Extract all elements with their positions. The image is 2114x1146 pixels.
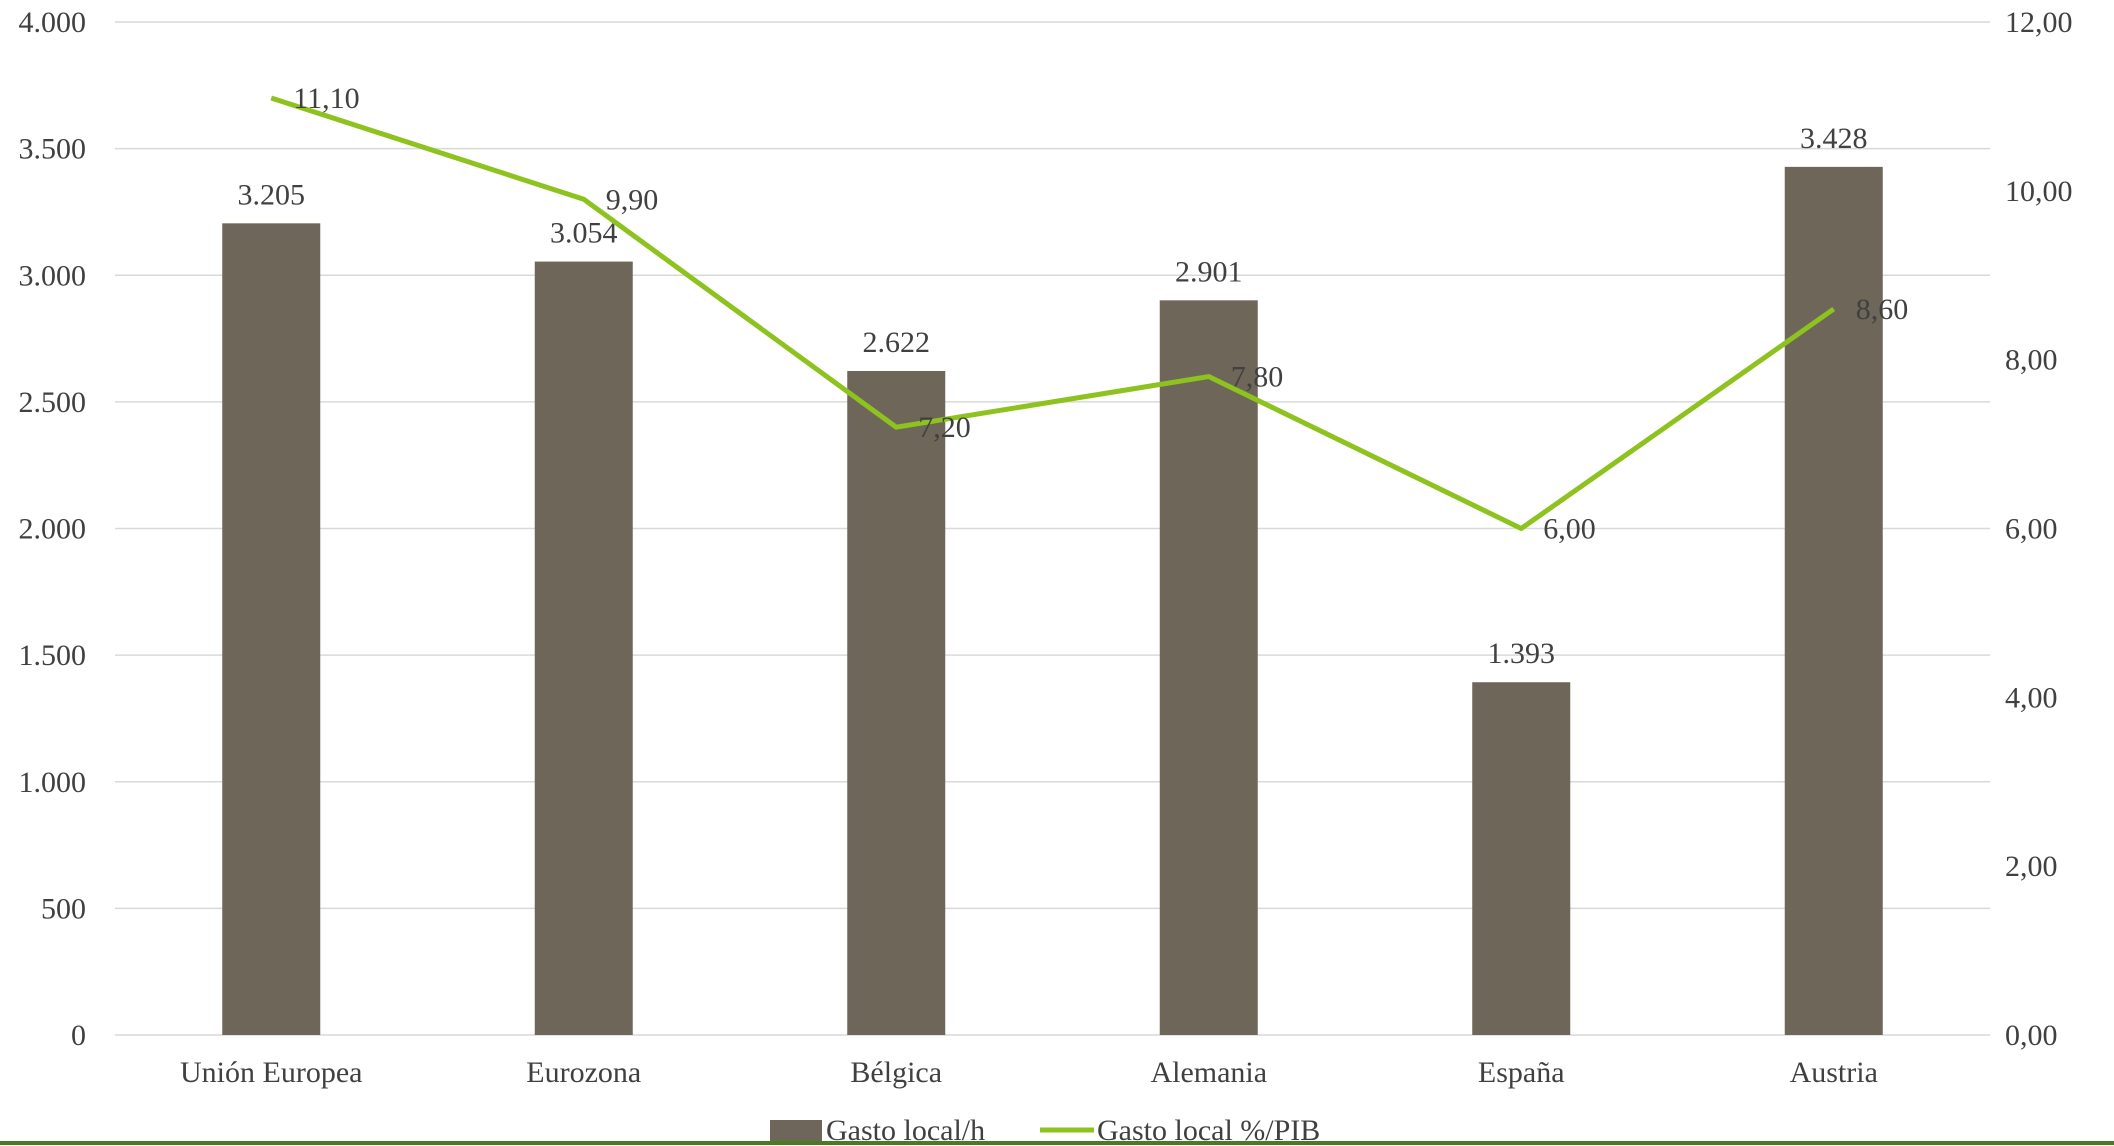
right-axis-tick-label: 2,00 <box>2005 850 2058 883</box>
line-data-label: 7,20 <box>918 411 971 444</box>
left-axis-tick-label: 1.000 <box>19 766 87 799</box>
bar-data-label: 2.901 <box>1175 255 1243 288</box>
right-axis-ticks: 0,00 2,00 4,00 6,00 8,00 10,00 12,00 <box>2005 6 2073 1052</box>
bar-data-label: 1.393 <box>1488 637 1556 670</box>
legend: Gasto local/h Gasto local %/PIB <box>770 1114 1320 1146</box>
bar-data-label: 3.205 <box>238 178 306 211</box>
left-axis-tick-label: 2.000 <box>19 513 87 546</box>
bar-data-label: 2.622 <box>863 326 931 359</box>
category-label: Bélgica <box>850 1056 942 1089</box>
left-axis-ticks: 0 500 1.000 1.500 2.000 2.500 3.000 3.500 4.000 <box>19 6 87 1052</box>
category-label: España <box>1478 1056 1565 1089</box>
left-axis-tick-label: 4.000 <box>19 6 87 39</box>
bar-data-label: 3.054 <box>550 217 618 250</box>
bar <box>222 223 321 1036</box>
category-label: Unión Europea <box>180 1056 362 1089</box>
right-axis-tick-label: 0,00 <box>2005 1019 2058 1052</box>
line-path <box>270 95 1836 531</box>
bar <box>847 370 946 1035</box>
line-data-labels: 11,10 9,90 7,20 7,80 6,00 8,60 <box>293 82 1908 546</box>
right-axis-tick-label: 12,00 <box>2005 6 2073 39</box>
bar <box>534 261 633 1036</box>
line-series <box>270 95 1836 531</box>
bar-data-labels: 3.205 3.054 2.622 2.901 1.393 3.428 <box>238 122 1868 670</box>
legend-swatch-bar <box>770 1120 822 1141</box>
right-axis-tick-label: 6,00 <box>2005 513 2058 546</box>
left-axis-tick-label: 1.500 <box>19 639 87 672</box>
bar <box>1472 682 1571 1035</box>
left-axis-tick-label: 0 <box>71 1019 86 1052</box>
bar <box>1159 300 1258 1035</box>
bar-series <box>222 166 1883 1036</box>
line-data-label: 11,10 <box>293 82 359 115</box>
line-data-label: 9,90 <box>606 183 659 216</box>
line-data-label: 7,80 <box>1231 361 1284 394</box>
line-data-label: 6,00 <box>1543 513 1596 546</box>
right-axis-tick-label: 8,00 <box>2005 344 2058 377</box>
left-axis-tick-label: 500 <box>41 892 86 925</box>
gridlines <box>115 21 1990 1036</box>
line-data-label: 8,60 <box>1856 293 1909 326</box>
left-axis-tick-label: 2.500 <box>19 386 87 419</box>
left-axis-tick-label: 3.500 <box>19 133 87 166</box>
category-label: Alemania <box>1150 1056 1267 1089</box>
category-label: Austria <box>1790 1056 1878 1089</box>
bar-data-label: 3.428 <box>1800 122 1868 155</box>
legend-label-line: Gasto local %/PIB <box>1097 1114 1320 1146</box>
right-axis-tick-label: 4,00 <box>2005 681 2058 714</box>
category-labels: Unión Europea Eurozona Bélgica Alemania Espa… <box>180 1056 1878 1089</box>
left-axis-tick-label: 3.000 <box>19 259 87 292</box>
right-axis-tick-label: 10,00 <box>2005 175 2073 208</box>
category-label: Eurozona <box>526 1056 641 1089</box>
legend-label-bar: Gasto local/h <box>826 1114 985 1146</box>
